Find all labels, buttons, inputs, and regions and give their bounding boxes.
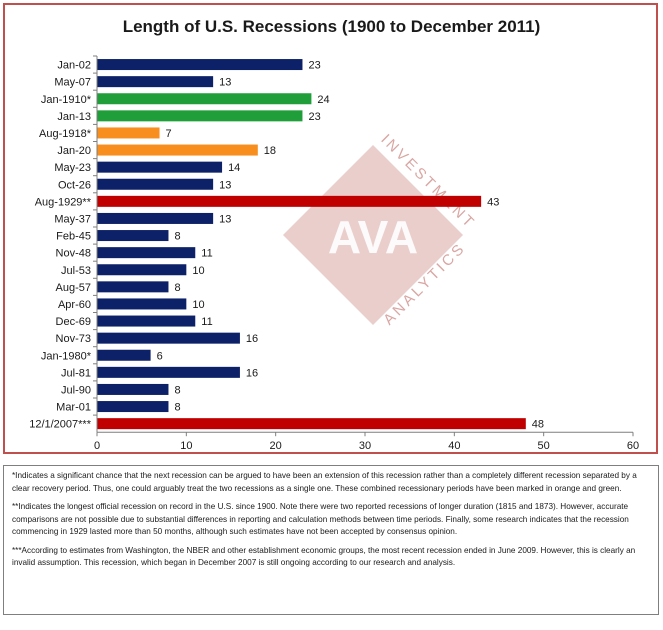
data-label: 11	[201, 316, 212, 328]
category-label: Nov-73	[56, 333, 91, 345]
category-label: Jan-13	[57, 111, 91, 123]
category-label: Jul-81	[61, 367, 91, 379]
x-tick-label: 0	[94, 440, 100, 452]
category-label: Jan-20	[57, 145, 91, 157]
bar	[97, 195, 482, 207]
x-tick-label: 50	[538, 440, 550, 452]
data-label: 16	[246, 333, 258, 345]
data-label: 8	[174, 282, 180, 294]
bar	[97, 281, 169, 293]
bar	[97, 59, 303, 71]
category-label: 12/1/2007***	[29, 419, 91, 431]
category-label: Aug-57	[56, 282, 91, 294]
bar	[97, 383, 169, 395]
footnotes-box: *Indicates a significant chance that the…	[3, 465, 659, 615]
bar	[97, 144, 258, 156]
bar	[97, 127, 160, 139]
category-label: Jan-02	[57, 60, 91, 72]
category-label: Apr-60	[58, 299, 91, 311]
data-label: 10	[192, 299, 204, 311]
data-label: 14	[228, 162, 240, 174]
data-label: 13	[219, 213, 231, 225]
data-label: 43	[487, 196, 499, 208]
bar	[97, 315, 196, 327]
recession-bar-chart: AVA INVESTMENT ANALYTICS Jan-02 23 May-07 1…	[29, 55, 639, 452]
bar	[97, 76, 214, 88]
category-label: Feb-45	[56, 231, 91, 243]
data-label: 24	[317, 94, 329, 106]
category-label: Oct-26	[58, 179, 91, 191]
x-tick-label: 60	[627, 440, 639, 452]
bar	[97, 161, 223, 173]
data-label: 10	[192, 265, 204, 277]
data-label: 18	[264, 145, 276, 157]
category-label: Mar-01	[56, 402, 91, 414]
category-label: Nov-48	[56, 248, 91, 260]
chart-title: Length of U.S. Recessions (1900 to Decem…	[122, 17, 541, 36]
category-label: Dec-69	[56, 316, 91, 328]
category-label: May-07	[54, 77, 91, 89]
data-label: 8	[174, 231, 180, 243]
watermark-logo-text: AVA	[328, 211, 418, 263]
data-label: 16	[246, 367, 258, 379]
data-label: 8	[174, 384, 180, 396]
category-label: Jan-1910*	[41, 94, 92, 106]
category-label: Jul-53	[61, 265, 91, 277]
footnote-double-star: **Indicates the longest official recessi…	[12, 502, 629, 536]
bar	[97, 401, 169, 413]
data-label: 23	[308, 60, 320, 72]
bar	[97, 247, 196, 259]
bar	[97, 418, 526, 430]
x-tick-label: 40	[448, 440, 460, 452]
category-label: Aug-1918*	[39, 128, 92, 140]
data-label: 8	[174, 402, 180, 414]
bar	[97, 366, 240, 378]
watermark-diamond	[283, 145, 463, 325]
bar	[97, 332, 240, 344]
category-label: Jul-90	[61, 384, 91, 396]
data-label: 23	[308, 111, 320, 123]
bar	[97, 110, 303, 122]
x-tick-label: 10	[180, 440, 192, 452]
category-label: Aug-1929**	[35, 196, 92, 208]
bar	[97, 264, 187, 276]
category-label: May-23	[54, 162, 91, 174]
plot-area: Jan-02 23 May-07 13 Jan-1910* 24 Jan-13 23 Aug-1…	[29, 55, 639, 452]
bar	[97, 230, 169, 242]
data-label: 13	[219, 179, 231, 191]
bar	[97, 212, 214, 224]
data-label: 13	[219, 77, 231, 89]
data-label: 11	[201, 248, 212, 260]
data-label: 7	[166, 128, 172, 140]
x-tick-label: 30	[359, 440, 371, 452]
category-label: May-37	[54, 213, 91, 225]
footnote-triple-star: ***According to estimates from Washingto…	[12, 545, 636, 568]
bar	[97, 298, 187, 310]
category-label: Jan-1980*	[41, 350, 92, 362]
footnote-single-star: *Indicates a significant chance that the…	[12, 471, 637, 493]
data-label: 48	[532, 419, 544, 431]
bar	[97, 349, 151, 361]
data-label: 6	[157, 350, 163, 362]
x-tick-label: 20	[270, 440, 282, 452]
bar	[97, 178, 214, 190]
ava-watermark: AVA INVESTMENT ANALYTICS	[283, 131, 479, 328]
bar	[97, 93, 312, 105]
